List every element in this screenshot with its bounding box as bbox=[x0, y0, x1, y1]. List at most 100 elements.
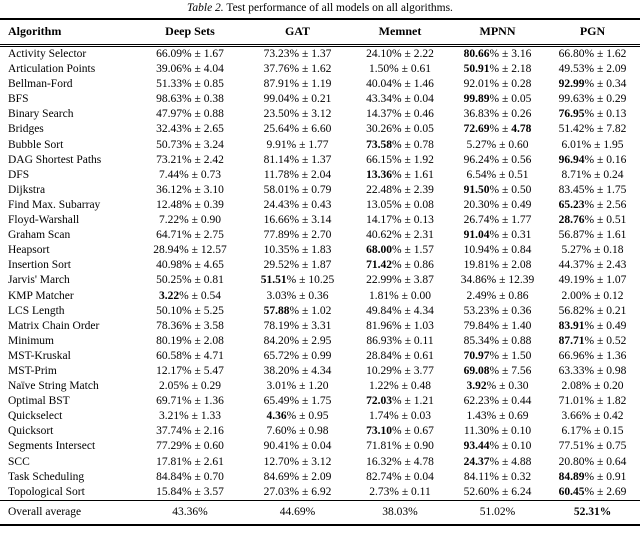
result-cell: 69.08% ± 7.56 bbox=[463, 364, 532, 377]
result-cell: 52.60% ± 6.24 bbox=[463, 485, 532, 498]
table-row: Bellman-Ford 51.33% ± 0.85 87.91% ± 1.19 40… bbox=[0, 77, 640, 92]
result-cell: 64.71% ± 2.75 bbox=[156, 229, 224, 242]
result-cell: 77.29% ± 0.60 bbox=[156, 440, 224, 453]
result-cell: 47.97% ± 0.88 bbox=[156, 108, 224, 121]
table-row: Naïve String Match 2.05% ± 0.29 3.01% ± 1.… bbox=[0, 379, 640, 394]
result-cell: 63.33% ± 0.98 bbox=[558, 364, 627, 377]
result-cell: 3.01% ± 1.20 bbox=[266, 380, 329, 393]
table-row: Articulation Points 39.06% ± 4.04 37.76% ±… bbox=[0, 62, 640, 77]
algorithm-name: DAG Shortest Paths bbox=[8, 153, 102, 166]
result-cell: 53.23% ± 0.36 bbox=[463, 304, 532, 317]
result-cell: 71.42% ± 0.86 bbox=[366, 259, 434, 272]
table-row: DAG Shortest Paths 73.21% ± 2.42 81.14% ± … bbox=[0, 153, 640, 168]
table-row: SCC 17.81% ± 2.61 12.70% ± 3.12 16.32% ± 4.… bbox=[0, 455, 640, 470]
result-cell: 16.32% ± 4.78 bbox=[366, 455, 434, 468]
result-cell: 50.25% ± 0.81 bbox=[156, 274, 224, 287]
result-cell: 22.48% ± 2.39 bbox=[366, 183, 434, 196]
table-row: Insertion Sort 40.98% ± 4.65 29.52% ± 1.87… bbox=[0, 258, 640, 273]
result-cell: 1.43% ± 0.69 bbox=[466, 410, 529, 423]
result-cell: 84.11% ± 0.32 bbox=[463, 470, 532, 483]
table-caption-text: Test performance of all models on all al… bbox=[223, 2, 453, 14]
result-cell: 71.81% ± 0.90 bbox=[366, 440, 434, 453]
result-cell: 14.37% ± 0.46 bbox=[366, 108, 434, 121]
result-cell: 84.89% ± 0.91 bbox=[558, 470, 627, 483]
result-cell: 82.74% ± 0.04 bbox=[366, 470, 434, 483]
result-cell: 37.76% ± 1.62 bbox=[263, 63, 332, 76]
result-cell: 26.74% ± 1.77 bbox=[463, 214, 532, 227]
result-cell: 10.29% ± 3.77 bbox=[366, 364, 434, 377]
result-cell: 51.42% ± 7.82 bbox=[558, 123, 627, 136]
table-row: LCS Length 50.10% ± 5.25 57.88% ± 1.02 49.8… bbox=[0, 304, 640, 319]
result-cell: 91.50% ± 0.50 bbox=[463, 183, 532, 196]
result-cell: 13.36% ± 1.61 bbox=[366, 168, 434, 181]
result-cell: 62.23% ± 0.44 bbox=[463, 395, 532, 408]
table-row: MST-Kruskal 60.58% ± 4.71 65.72% ± 0.99 28.… bbox=[0, 349, 640, 364]
result-cell: 49.84% ± 4.34 bbox=[366, 304, 434, 317]
result-cell: 6.17% ± 0.15 bbox=[561, 425, 624, 438]
result-cell: 98.63% ± 0.38 bbox=[156, 93, 224, 106]
result-cell: 65.72% ± 0.99 bbox=[263, 349, 332, 362]
table-caption-label: Table 2. bbox=[187, 2, 224, 14]
result-cell: 43.34% ± 0.04 bbox=[366, 93, 434, 106]
overall-average-value: 44.69% bbox=[245, 499, 350, 525]
table-row: Quickselect 3.21% ± 1.33 4.36% ± 0.95 1.74%… bbox=[0, 409, 640, 424]
algorithm-name: Dijkstra bbox=[8, 183, 46, 196]
column-header-algorithm: Algorithm bbox=[0, 19, 135, 47]
result-cell: 73.23% ± 1.37 bbox=[263, 48, 332, 60]
result-cell: 60.58% ± 4.71 bbox=[156, 349, 224, 362]
table-row: Bubble Sort 50.73% ± 3.24 9.91% ± 1.77 73.5… bbox=[0, 138, 640, 153]
result-cell: 78.19% ± 3.31 bbox=[263, 319, 332, 332]
table-row: MST-Prim 12.17% ± 5.47 38.20% ± 4.34 10.29%… bbox=[0, 364, 640, 379]
result-cell: 28.84% ± 0.61 bbox=[366, 349, 434, 362]
table-row: Topological Sort 15.84% ± 3.57 27.03% ± 6.… bbox=[0, 485, 640, 501]
result-cell: 22.99% ± 3.87 bbox=[366, 274, 434, 287]
result-cell: 2.73% ± 0.11 bbox=[369, 485, 431, 498]
result-cell: 2.00% ± 0.12 bbox=[561, 289, 624, 302]
algorithm-name: Insertion Sort bbox=[8, 259, 71, 272]
table-row: Binary Search 47.97% ± 0.88 23.50% ± 3.12 1… bbox=[0, 107, 640, 122]
result-cell: 11.78% ± 2.04 bbox=[263, 168, 332, 181]
result-cell: 73.21% ± 2.42 bbox=[156, 153, 224, 166]
result-cell: 3.66% ± 0.42 bbox=[561, 410, 624, 423]
overall-average-value: 38.03% bbox=[350, 499, 450, 525]
result-cell: 24.43% ± 0.43 bbox=[263, 198, 332, 211]
algorithm-name: Matrix Chain Order bbox=[8, 319, 100, 332]
table-row: Bridges 32.43% ± 2.65 25.64% ± 6.60 30.26% … bbox=[0, 122, 640, 137]
result-cell: 28.94% ± 12.57 bbox=[153, 244, 227, 257]
header-row: Algorithm Deep Sets GAT Memnet MPNN PGN bbox=[0, 19, 640, 47]
result-cell: 9.91% ± 1.77 bbox=[266, 138, 329, 151]
result-cell: 91.04% ± 0.31 bbox=[463, 229, 532, 242]
result-cell: 1.74% ± 0.03 bbox=[369, 410, 431, 423]
result-cell: 65.49% ± 1.75 bbox=[263, 395, 332, 408]
result-cell: 20.80% ± 0.64 bbox=[558, 455, 627, 468]
result-cell: 25.64% ± 6.60 bbox=[263, 123, 332, 136]
table-row: BFS 98.63% ± 0.38 99.04% ± 0.21 43.34% ± 0.… bbox=[0, 92, 640, 107]
algorithm-name: Floyd-Warshall bbox=[8, 214, 80, 227]
result-cell: 36.12% ± 3.10 bbox=[156, 183, 224, 196]
table-row: Minimum 80.19% ± 2.08 84.20% ± 2.95 86.93% … bbox=[0, 334, 640, 349]
algorithm-name: BFS bbox=[8, 93, 29, 106]
result-cell: 29.52% ± 1.87 bbox=[263, 259, 332, 272]
result-cell: 77.89% ± 2.70 bbox=[263, 229, 332, 242]
table-row: Heapsort 28.94% ± 12.57 10.35% ± 1.83 68.00… bbox=[0, 243, 640, 258]
result-cell: 80.66% ± 3.16 bbox=[463, 48, 532, 60]
table-row: Optimal BST 69.71% ± 1.36 65.49% ± 1.75 72.… bbox=[0, 394, 640, 409]
result-cell: 34.86% ± 12.39 bbox=[460, 274, 535, 287]
result-cell: 81.96% ± 1.03 bbox=[366, 319, 434, 332]
result-cell: 99.63% ± 0.29 bbox=[558, 93, 627, 106]
result-cell: 66.96% ± 1.36 bbox=[558, 349, 627, 362]
result-cell: 80.19% ± 2.08 bbox=[156, 334, 224, 347]
algorithm-name: MST-Kruskal bbox=[8, 349, 71, 362]
result-cell: 85.34% ± 0.88 bbox=[463, 334, 532, 347]
result-cell: 93.44% ± 0.10 bbox=[463, 440, 532, 453]
result-cell: 30.26% ± 0.05 bbox=[366, 123, 434, 136]
result-cell: 73.58% ± 0.78 bbox=[366, 138, 434, 151]
result-cell: 38.20% ± 4.34 bbox=[263, 364, 332, 377]
result-cell: 12.17% ± 5.47 bbox=[156, 364, 224, 377]
result-cell: 44.37% ± 2.43 bbox=[558, 259, 627, 272]
result-cell: 13.05% ± 0.08 bbox=[366, 198, 434, 211]
column-header-mpnn: MPNN bbox=[450, 19, 545, 47]
overall-average-label: Overall average bbox=[0, 499, 135, 525]
result-cell: 51.33% ± 0.85 bbox=[156, 78, 224, 91]
algorithm-name: Bubble Sort bbox=[8, 138, 64, 151]
